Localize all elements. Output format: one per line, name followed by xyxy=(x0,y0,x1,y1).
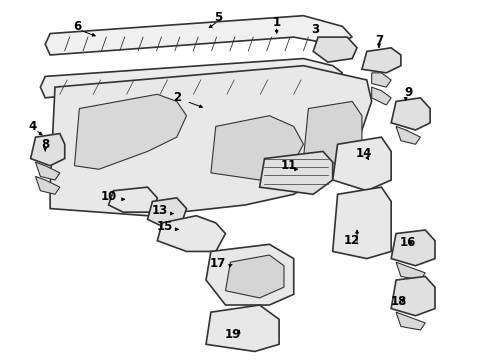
Text: 10: 10 xyxy=(100,190,117,203)
Text: 6: 6 xyxy=(73,20,81,33)
Polygon shape xyxy=(30,134,65,166)
Polygon shape xyxy=(260,152,333,194)
Polygon shape xyxy=(35,176,60,194)
Polygon shape xyxy=(211,116,303,180)
Text: 1: 1 xyxy=(272,16,281,29)
Polygon shape xyxy=(372,73,391,87)
Polygon shape xyxy=(362,48,401,73)
Text: 11: 11 xyxy=(281,159,297,172)
Polygon shape xyxy=(396,312,425,330)
Text: 13: 13 xyxy=(151,204,168,217)
Polygon shape xyxy=(74,94,187,169)
Text: 7: 7 xyxy=(375,34,383,47)
Text: 5: 5 xyxy=(214,11,222,24)
Polygon shape xyxy=(391,98,430,130)
Polygon shape xyxy=(225,255,284,298)
Text: 9: 9 xyxy=(404,86,413,99)
Text: 4: 4 xyxy=(29,120,37,133)
Polygon shape xyxy=(147,198,187,226)
Text: 18: 18 xyxy=(391,295,407,308)
Polygon shape xyxy=(157,216,225,251)
Text: 3: 3 xyxy=(312,23,319,36)
Polygon shape xyxy=(35,162,60,180)
Text: 14: 14 xyxy=(356,147,372,160)
Text: 17: 17 xyxy=(210,257,226,270)
Polygon shape xyxy=(45,16,352,55)
Polygon shape xyxy=(109,187,157,212)
Polygon shape xyxy=(50,66,372,216)
Polygon shape xyxy=(206,305,279,351)
Polygon shape xyxy=(206,244,294,305)
Text: 12: 12 xyxy=(344,234,360,247)
Text: 15: 15 xyxy=(156,220,173,233)
Polygon shape xyxy=(333,187,391,258)
Polygon shape xyxy=(396,262,425,280)
Polygon shape xyxy=(372,87,391,105)
Polygon shape xyxy=(303,102,362,166)
Text: 2: 2 xyxy=(173,91,181,104)
Polygon shape xyxy=(391,276,435,316)
Text: 8: 8 xyxy=(41,138,49,151)
Text: 19: 19 xyxy=(224,328,241,341)
Polygon shape xyxy=(396,126,420,144)
Polygon shape xyxy=(313,37,357,62)
Polygon shape xyxy=(333,137,391,191)
Text: 16: 16 xyxy=(400,236,416,249)
Polygon shape xyxy=(391,230,435,266)
Polygon shape xyxy=(40,59,343,98)
